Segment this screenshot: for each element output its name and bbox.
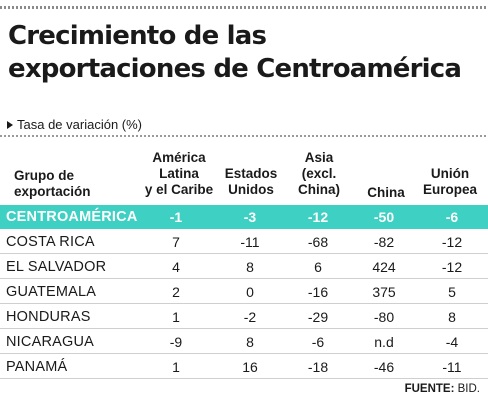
cell-asia: -12 [307, 209, 329, 225]
cell-usa: 8 [246, 259, 254, 275]
cell-eu: -12 [441, 234, 463, 250]
top-dotted-rule [0, 6, 488, 9]
subtitle-dotted-rule [0, 135, 488, 137]
table-row-el-salvador: EL SALVADOR 4 8 6 424 -12 [0, 255, 488, 279]
cell-china: 424 [372, 259, 396, 275]
source-note: FUENTE: BID. [405, 383, 480, 395]
subtitle-text: Tasa de variación (%) [17, 117, 142, 132]
row-separator [0, 328, 488, 329]
cell-usa: 8 [246, 334, 254, 350]
cell-usa: -2 [243, 309, 257, 325]
cell-eu: -4 [445, 334, 459, 350]
table-row-nicaragua: NICARAGUA -9 8 -6 n.d -4 [0, 330, 488, 354]
title-line-1: Crecimiento de las [8, 21, 267, 51]
cell-eu: 5 [448, 284, 456, 300]
cell-latam: 7 [172, 234, 180, 250]
row-name: CENTROAMÉRICA [6, 209, 138, 225]
row-name: EL SALVADOR [6, 259, 107, 275]
table-row-costa-rica: COSTA RICA 7 -11 -68 -82 -12 [0, 230, 488, 254]
cell-asia: -16 [307, 284, 329, 300]
row-name: HONDURAS [6, 309, 91, 325]
cell-china: 375 [372, 284, 396, 300]
header-usa: Estados Unidos [224, 166, 278, 197]
header-group: Grupo de exportación [14, 168, 91, 199]
row-name: NICARAGUA [6, 334, 95, 350]
source-label: FUENTE: [404, 383, 455, 395]
row-separator [0, 278, 488, 279]
cell-usa: -11 [240, 234, 260, 250]
cell-china: -82 [373, 234, 395, 250]
title-line-2: exportaciones de Centroamérica [8, 54, 462, 84]
cell-eu: -11 [442, 359, 462, 375]
cell-asia: -6 [311, 334, 325, 350]
row-separator [0, 353, 488, 354]
cell-eu: -6 [445, 209, 459, 225]
triangle-bullet-icon [7, 120, 13, 129]
row-name: GUATEMALA [6, 284, 97, 300]
cell-latam: -9 [169, 334, 183, 350]
cell-latam: 1 [172, 309, 180, 325]
table-row-centroamerica: CENTROAMÉRICA -1 -3 -12 -50 -6 [0, 205, 488, 229]
cell-latam: 4 [172, 259, 180, 275]
header-china: China [367, 185, 405, 200]
table-row-honduras: HONDURAS 1 -2 -29 -80 8 [0, 305, 488, 329]
row-separator [0, 378, 488, 379]
cell-china: -46 [373, 359, 395, 375]
row-name: COSTA RICA [6, 234, 95, 250]
cell-asia: -29 [307, 309, 329, 325]
cell-eu: -12 [441, 259, 463, 275]
cell-asia: -68 [307, 234, 329, 250]
header-eu: Unión Europea [422, 166, 477, 197]
cell-usa: 16 [242, 359, 258, 375]
subtitle: Tasa de variación (%) [7, 117, 142, 132]
cell-latam: -1 [169, 209, 183, 225]
page-title: Crecimiento de las exportaciones de Cent… [8, 20, 478, 86]
header-asia: Asia (excl. China) [298, 150, 340, 197]
row-name: PANAMÁ [6, 359, 68, 375]
cell-asia: -18 [307, 359, 329, 375]
table-row-guatemala: GUATEMALA 2 0 -16 375 5 [0, 280, 488, 304]
row-separator [0, 253, 488, 254]
cell-usa: -3 [243, 209, 257, 225]
cell-latam: 1 [172, 359, 180, 375]
cell-latam: 2 [172, 284, 180, 300]
cell-china: n.d [374, 334, 394, 350]
cell-eu: 8 [448, 309, 456, 325]
cell-asia: 6 [314, 259, 322, 275]
cell-china: -80 [373, 309, 395, 325]
cell-usa: 0 [246, 284, 254, 300]
row-separator [0, 303, 488, 304]
cell-china: -50 [373, 209, 395, 225]
header-latam: América Latina y el Caribe [144, 150, 214, 197]
table-row-panama: PANAMÁ 1 16 -18 -46 -11 [0, 355, 488, 379]
source-value: BID. [457, 383, 480, 395]
